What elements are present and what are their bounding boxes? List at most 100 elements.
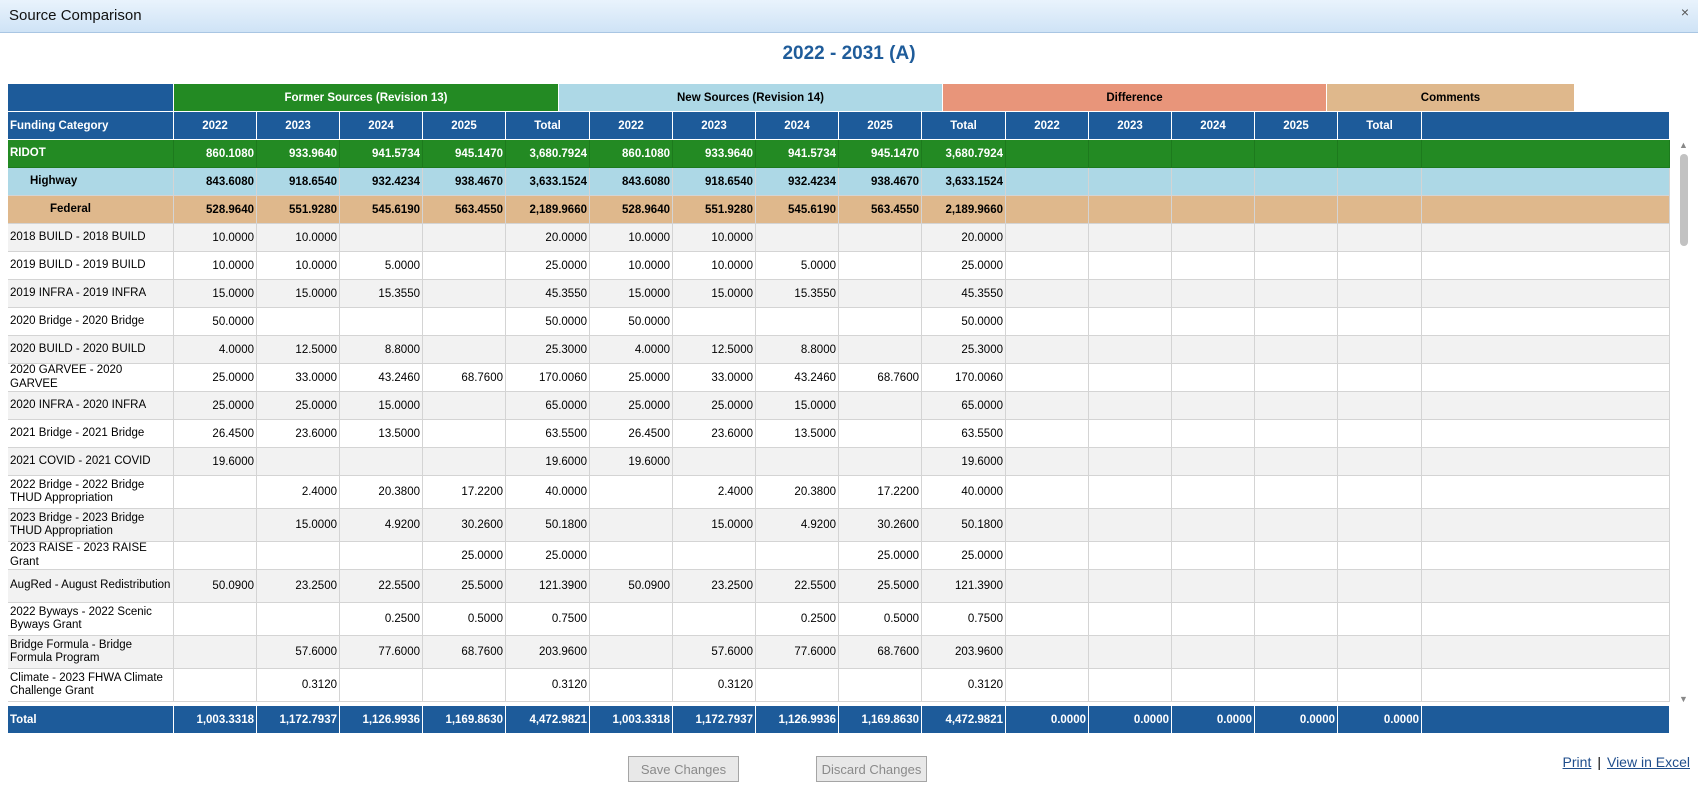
difference-value	[1255, 308, 1338, 336]
comment-cell[interactable]	[1422, 392, 1670, 420]
row-label: AugRed - August Redistribution	[8, 570, 174, 603]
new-value: 4.0000	[590, 336, 673, 364]
save-changes-button[interactable]: Save Changes	[628, 756, 739, 782]
total-former-value: 1,003.3318	[174, 706, 257, 734]
comment-cell[interactable]	[1422, 280, 1670, 308]
table-row[interactable]: 2023 RAISE - 2023 RAISE Grant 25.0000 25.0…	[8, 542, 1691, 570]
window-title: Source Comparison	[9, 7, 142, 24]
former-value: 15.3550	[340, 280, 423, 308]
row-label: 2023 Bridge - 2023 Bridge THUD Appropria…	[8, 509, 174, 542]
table-row[interactable]: Bridge Formula - Bridge Formula Program 5…	[8, 636, 1691, 669]
comment-cell[interactable]	[1422, 570, 1670, 603]
former-value: 23.2500	[257, 570, 340, 603]
former-value: 2,189.9660	[506, 196, 590, 224]
former-value	[174, 476, 257, 509]
new-value	[673, 603, 756, 636]
former-value: 50.0000	[174, 308, 257, 336]
table-row[interactable]: AugRed - August Redistribution 50.0900 23.…	[8, 570, 1691, 603]
former-value: 33.0000	[257, 364, 340, 392]
comment-cell[interactable]	[1422, 542, 1670, 570]
comment-cell[interactable]	[1422, 448, 1670, 476]
table-row[interactable]: 2020 INFRA - 2020 INFRA 25.0000 25.0000 15.…	[8, 392, 1691, 420]
difference-value	[1338, 603, 1422, 636]
table-row[interactable]: 2020 GARVEE - 2020 GARVEE 25.0000 33.0000 4…	[8, 364, 1691, 392]
former-value	[174, 636, 257, 669]
scrollbar-thumb[interactable]	[1680, 154, 1688, 246]
table-row[interactable]: Highway 843.6080 918.6540 932.4234 938.4670 3…	[8, 168, 1691, 196]
comment-cell[interactable]	[1422, 168, 1670, 196]
scroll-up-icon[interactable]: ▲	[1679, 140, 1688, 150]
table-row[interactable]: 2019 INFRA - 2019 INFRA 15.0000 15.0000 15.…	[8, 280, 1691, 308]
scroll-down-icon[interactable]: ▼	[1679, 694, 1688, 704]
new-value: 43.2460	[756, 364, 839, 392]
difference-value	[1172, 224, 1255, 252]
table-row[interactable]: 2022 Bridge - 2022 Bridge THUD Appropria…	[8, 476, 1691, 509]
new-value	[590, 603, 673, 636]
difference-value	[1255, 669, 1338, 702]
former-value: 65.0000	[506, 392, 590, 420]
comment-cell[interactable]	[1422, 252, 1670, 280]
table-row[interactable]: Climate - 2023 FHWA Climate Challenge Gr…	[8, 669, 1691, 702]
former-value: 15.0000	[257, 280, 340, 308]
row-label: RIDOT	[8, 140, 174, 168]
row-label: 2019 INFRA - 2019 INFRA	[8, 280, 174, 308]
comment-cell[interactable]	[1422, 420, 1670, 448]
former-value: 4.0000	[174, 336, 257, 364]
col-header-former-2025: 2025	[423, 112, 506, 140]
total-label: Total	[8, 706, 174, 734]
new-value	[839, 420, 922, 448]
difference-value	[1006, 448, 1089, 476]
former-value: 918.6540	[257, 168, 340, 196]
new-value: 0.3120	[922, 669, 1006, 702]
table-row[interactable]: 2018 BUILD - 2018 BUILD 10.0000 10.0000 20.…	[8, 224, 1691, 252]
difference-value	[1338, 252, 1422, 280]
total-difference-value: 0.0000	[1338, 706, 1422, 734]
comment-cell[interactable]	[1422, 509, 1670, 542]
table-row[interactable]: Federal 528.9640 551.9280 545.6190 563.4550 2…	[8, 196, 1691, 224]
difference-value	[1172, 476, 1255, 509]
table-row[interactable]: 2021 Bridge - 2021 Bridge 26.4500 23.6000 1…	[8, 420, 1691, 448]
col-header-new-2025: 2025	[839, 112, 922, 140]
group-difference: Difference	[943, 84, 1327, 112]
new-value: 3,633.1524	[922, 168, 1006, 196]
comment-cell[interactable]	[1422, 476, 1670, 509]
print-link[interactable]: Print	[1562, 754, 1592, 770]
comment-cell[interactable]	[1422, 308, 1670, 336]
comment-cell[interactable]	[1422, 636, 1670, 669]
table-row[interactable]: 2021 COVID - 2021 COVID 19.6000 19.6000 19.…	[8, 448, 1691, 476]
comment-cell[interactable]	[1422, 196, 1670, 224]
table-row[interactable]: RIDOT 860.1080 933.9640 941.5734 945.1470 3,6…	[8, 140, 1691, 168]
difference-value	[1172, 336, 1255, 364]
new-value	[839, 336, 922, 364]
comment-cell[interactable]	[1422, 224, 1670, 252]
close-icon[interactable]: ×	[1680, 4, 1689, 20]
comment-cell[interactable]	[1422, 603, 1670, 636]
vertical-scrollbar[interactable]: ▲ ▼	[1677, 140, 1691, 706]
table-row[interactable]: 2022 Byways - 2022 Scenic Byways Grant 0.…	[8, 603, 1691, 636]
difference-value	[1255, 542, 1338, 570]
former-value: 860.1080	[174, 140, 257, 168]
former-value	[340, 448, 423, 476]
new-value: 25.3000	[922, 336, 1006, 364]
view-in-excel-link[interactable]: View in Excel	[1606, 754, 1690, 770]
table-row[interactable]: 2020 BUILD - 2020 BUILD 4.0000 12.5000 8.80…	[8, 336, 1691, 364]
new-value: 860.1080	[590, 140, 673, 168]
col-header-former-2023: 2023	[257, 112, 340, 140]
row-label: 2020 INFRA - 2020 INFRA	[8, 392, 174, 420]
difference-value	[1338, 280, 1422, 308]
comment-cell[interactable]	[1422, 669, 1670, 702]
table-row[interactable]: 2023 Bridge - 2023 Bridge THUD Appropria…	[8, 509, 1691, 542]
grid-body[interactable]: RIDOT 860.1080 933.9640 941.5734 945.1470 3,6…	[8, 140, 1691, 706]
comment-cell[interactable]	[1422, 336, 1670, 364]
difference-value	[1255, 168, 1338, 196]
new-value: 0.2500	[756, 603, 839, 636]
discard-changes-button[interactable]: Discard Changes	[816, 756, 927, 782]
new-value: 26.4500	[590, 420, 673, 448]
table-row[interactable]: 2020 Bridge - 2020 Bridge 50.0000 50.0000 5…	[8, 308, 1691, 336]
comparison-grid: Former Sources (Revision 13) New Sources…	[8, 84, 1691, 734]
table-row[interactable]: 2019 BUILD - 2019 BUILD 10.0000 10.0000 5.0…	[8, 252, 1691, 280]
comment-cell[interactable]	[1422, 364, 1670, 392]
comment-cell[interactable]	[1422, 140, 1670, 168]
difference-value	[1006, 196, 1089, 224]
new-value	[839, 669, 922, 702]
